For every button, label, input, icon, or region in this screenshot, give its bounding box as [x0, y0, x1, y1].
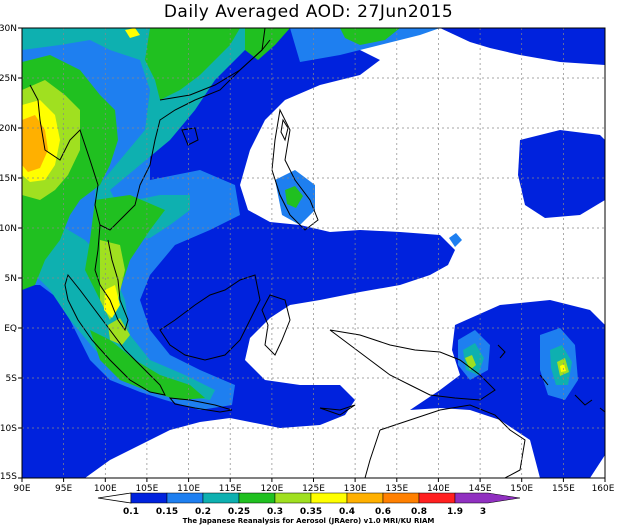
colorbar-label: 0.35: [300, 507, 322, 517]
colorbar-label: 0.6: [375, 507, 391, 517]
x-tick-label: 160E: [592, 484, 615, 494]
colorbar-swatch: [346, 492, 384, 504]
coast-china-south: [159, 39, 271, 101]
colorbar-label: 0.3: [267, 507, 283, 517]
aod-region-0-4-d: [560, 364, 566, 372]
aod-region-0-25-d: [340, 28, 400, 45]
coast-sulawesi: [261, 294, 291, 356]
y-tick-label: 25N: [0, 74, 17, 84]
x-tick-label: 125E: [302, 484, 325, 494]
aod-region-0-2-south: [30, 225, 215, 400]
x-tick-label: 130E: [344, 484, 367, 494]
colorbar-swatch-min: [97, 492, 132, 504]
x-axis-labels: 90E 95E 100E 105E 110E 115E 120E 125E 13…: [13, 484, 614, 494]
y-tick-label: 15N: [0, 174, 17, 184]
colorbar-label: 1.9: [447, 507, 463, 517]
x-tick-label: 115E: [219, 484, 242, 494]
coast-hainan: [181, 127, 199, 146]
aod-region-0-25-f: [90, 330, 205, 400]
y-tick-label: 20N: [0, 124, 17, 134]
colorbar: 0.1 0.15 0.2 0.25 0.3 0.35 0.4 0.6 0.8 1…: [97, 492, 521, 517]
x-tick-label: 135E: [385, 484, 408, 494]
aod-region-0-3-c: [108, 318, 130, 345]
colorbar-label: 0.1: [123, 507, 139, 517]
coast-borneo: [159, 274, 261, 361]
coast-sumatra: [64, 273, 166, 396]
x-tick-label: 95E: [55, 484, 72, 494]
aod-region-0-35-b: [104, 285, 120, 318]
tick-marks: [18, 27, 606, 482]
aod-region-0-15-ne: [290, 28, 440, 62]
x-tick-label: 155E: [552, 484, 575, 494]
coast-malay-peninsula: [94, 224, 129, 332]
x-tick-label: 110E: [177, 484, 200, 494]
colorbar-swatch: [274, 492, 312, 504]
coast-taiwan: [280, 118, 289, 142]
x-tick-label: 120E: [260, 484, 283, 494]
coast-newguinea: [329, 329, 496, 401]
x-tick-label: 150E: [510, 484, 533, 494]
y-tick-label: 5S: [6, 374, 18, 384]
y-tick-label: 15S: [0, 472, 17, 482]
aod-region-low-northeast: [440, 28, 605, 65]
coast-java: [168, 397, 233, 413]
aod-field: [22, 28, 605, 478]
y-tick-label: 30N: [0, 24, 17, 34]
colorbar-swatch: [238, 492, 276, 504]
aod-region-0-4-b: [465, 355, 476, 370]
colorbar-label: 0.8: [411, 507, 427, 517]
coast-indochina: [29, 28, 266, 231]
aod-region-low-newguinea: [410, 300, 605, 478]
colorbar-label: 0.25: [228, 507, 250, 517]
aod-spot-pacific: [449, 233, 462, 247]
aod-region-0-25-b: [145, 28, 240, 100]
colorbar-swatch: [310, 492, 348, 504]
coast-islands-east: [497, 344, 605, 413]
y-tick-label: 10S: [0, 424, 17, 434]
map-title: Daily Averaged AOD: 27Jun2015: [163, 2, 454, 22]
colorbar-swatch: [382, 492, 420, 504]
colorbar-swatch: [166, 492, 204, 504]
aod-region-0-35-c: [125, 28, 140, 38]
colorbar-swatch: [202, 492, 240, 504]
colorbar-label: 0.4: [339, 507, 355, 517]
colorbar-swatch: [130, 492, 168, 504]
x-tick-label: 105E: [135, 484, 158, 494]
y-axis-labels: 30N 25N 20N 15N 10N 5N EQ 5S 10S 15S: [0, 24, 17, 482]
x-tick-label: 140E: [427, 484, 450, 494]
aod-region-0-25-g: [285, 186, 303, 208]
x-tick-label: 90E: [13, 484, 30, 494]
colorbar-label: 0.2: [195, 507, 211, 517]
coastlines: [29, 28, 605, 478]
x-tick-label: 100E: [94, 484, 117, 494]
aod-region-low-pacific: [518, 130, 605, 218]
colorbar-swatch: [418, 492, 456, 504]
y-tick-label: EQ: [4, 324, 17, 334]
y-tick-label: 5N: [5, 274, 17, 284]
colorbar-label: 3: [480, 507, 486, 517]
x-tick-label: 145E: [469, 484, 492, 494]
data-credit: The Japanese Reanalysis for Aerosol (JRA…: [182, 517, 435, 525]
y-tick-label: 10N: [0, 224, 17, 234]
colorbar-label: 0.15: [156, 507, 178, 517]
aod-region-0-2: [22, 28, 260, 240]
colorbar-swatch-max: [454, 492, 521, 504]
gridlines: [22, 28, 605, 478]
aod-region-0-25-c: [245, 28, 290, 60]
coast-philippines: [271, 108, 319, 231]
